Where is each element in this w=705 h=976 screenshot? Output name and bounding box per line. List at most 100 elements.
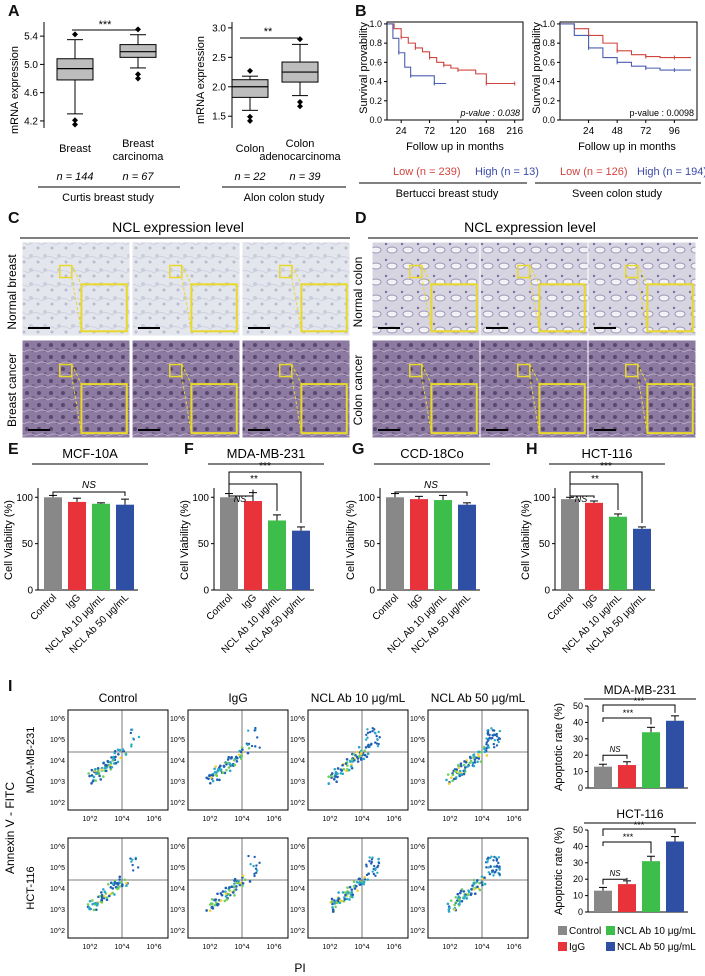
ihc-zoom-line [637, 364, 648, 385]
box-outlier [247, 67, 253, 74]
flow-event [246, 751, 250, 755]
flow-ytick-label: 10^6 [50, 844, 65, 851]
flow-event [215, 778, 219, 781]
flow-xtick-label: 10^6 [387, 944, 402, 951]
viab-xtick-label: Control [205, 592, 236, 623]
flow-event [377, 730, 380, 734]
flow-event [255, 864, 258, 867]
ihc-zoom-line [181, 277, 192, 332]
flow-event [348, 885, 352, 889]
flow-event [490, 727, 493, 730]
flow-ytick-label: 10^3 [290, 907, 305, 914]
flow-plot-frame [427, 709, 529, 811]
box-outlier [72, 31, 78, 38]
flow-event [241, 874, 245, 878]
flow-event [365, 873, 369, 877]
flow-event [98, 774, 101, 778]
boxa-ytick-label: 5.0 [24, 60, 38, 71]
viab-sig-bracket [569, 471, 643, 523]
apop-bar [594, 766, 612, 788]
flow-event [105, 896, 109, 899]
km-ytick-label: 1.0 [369, 19, 382, 29]
viab-sig-bracket [228, 483, 278, 511]
flow-event [330, 772, 334, 775]
flow-event [352, 880, 356, 884]
flow-event [457, 898, 461, 902]
flow-event [224, 890, 227, 893]
flow-xtick-label: 10^4 [235, 944, 250, 951]
flow-event [377, 858, 380, 861]
flow-event [211, 902, 214, 905]
viab-title: CCD-18Co [400, 446, 464, 461]
flow-event [478, 888, 482, 892]
km-series-line [387, 23, 447, 85]
flow-event [349, 760, 352, 764]
panel-label-h: H [526, 441, 538, 458]
flow-event [118, 875, 122, 879]
flow-event [356, 750, 359, 754]
ihc-zoom-line [637, 376, 648, 434]
flow-event [226, 758, 230, 761]
ihc-roi-box [169, 264, 183, 279]
ihc-inset [430, 383, 478, 435]
flow-ytick-label: 10^4 [50, 886, 65, 893]
ihc-roi-box [625, 363, 639, 378]
flow-event [331, 908, 335, 912]
flow-event [331, 902, 334, 906]
viab-bar [116, 504, 134, 590]
flow-event [88, 774, 91, 778]
flow-event [463, 894, 467, 898]
flow-event [333, 767, 337, 771]
flow-event [350, 765, 353, 768]
flow-ytick-label: 10^3 [50, 779, 65, 786]
flow-event [253, 874, 256, 878]
viab-sig-bracket [228, 489, 254, 497]
flow-xtick-label: 10^6 [267, 944, 282, 951]
boxa-ytick-label: 1.5 [212, 112, 226, 123]
flow-event [327, 782, 331, 785]
flow-event [90, 768, 94, 772]
boxa-ytick-label: 5.4 [24, 32, 38, 43]
flow-event [109, 761, 112, 764]
flow-event [462, 890, 466, 893]
flow-event [118, 885, 121, 888]
flow-event [255, 869, 259, 872]
flow-cond-title: NCL Ab 10 μg/mL [311, 691, 406, 705]
flow-plot-frame [67, 709, 169, 811]
flow-event [458, 891, 462, 895]
flow-xtick-label: 10^2 [83, 944, 98, 951]
flow-xtick-label: 10^4 [475, 816, 490, 823]
viab-bar [458, 504, 476, 590]
flow-event [96, 770, 100, 773]
ihc-zoom-line [637, 277, 648, 332]
flow-event [457, 766, 461, 769]
ihc-roi-box [409, 264, 423, 279]
flow-event [114, 755, 117, 759]
boxa-curtis-cat2a: Breast [122, 138, 154, 150]
flow-ytick-label: 10^2 [290, 800, 305, 807]
flow-event [216, 903, 219, 906]
apop-ytick-label: 20 [573, 874, 583, 884]
flow-event [490, 869, 494, 872]
flow-event [466, 893, 470, 897]
flow-event [462, 896, 466, 900]
flow-event [366, 878, 370, 881]
flow-row-label: MDA-MB-231 [25, 727, 37, 794]
flow-event [218, 778, 221, 782]
ihc-roi-box [279, 363, 293, 378]
flow-event [130, 860, 133, 863]
flow-event [458, 769, 462, 773]
flow-event [487, 856, 490, 859]
flow-event [90, 774, 94, 777]
apop-sig-bracket [602, 828, 676, 836]
flow-event [451, 773, 455, 777]
ihc-inset [430, 283, 478, 333]
ihc-c-title: NCL expression level [112, 219, 244, 235]
flow-event [240, 754, 244, 758]
km-xtick-label: 168 [478, 126, 495, 137]
flow-event [92, 775, 96, 779]
flow-event [353, 887, 357, 890]
flow-event [485, 866, 488, 869]
flow-event [459, 762, 463, 766]
flow-event [103, 766, 107, 770]
